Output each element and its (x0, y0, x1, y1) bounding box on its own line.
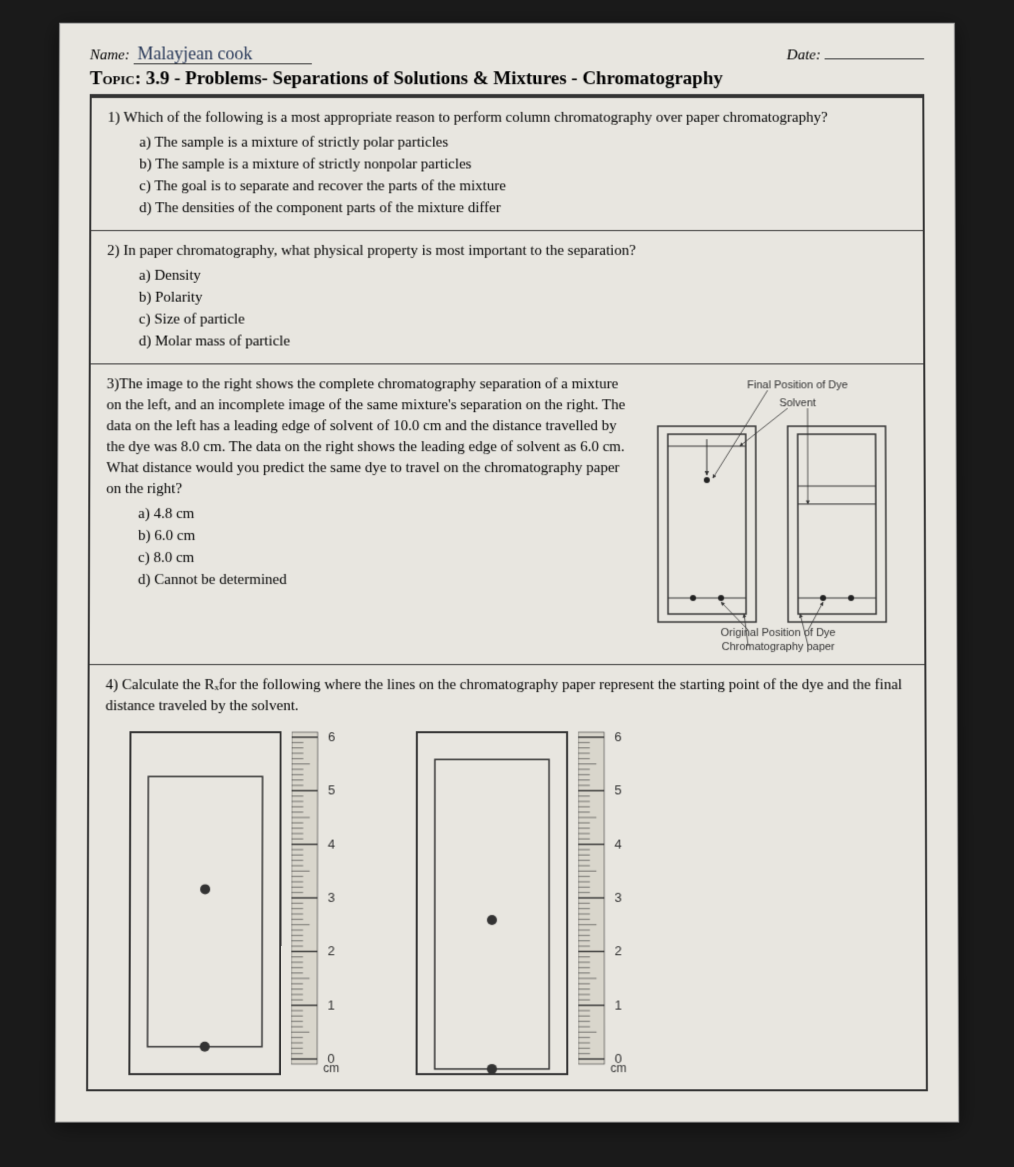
svg-text:2: 2 (328, 943, 335, 958)
q2-opt-b: b) Polarity (139, 288, 907, 309)
q4-right-ruler: 0123456cm (578, 727, 638, 1079)
svg-text:6: 6 (615, 729, 622, 744)
svg-text:5: 5 (615, 783, 622, 798)
topic-heading: Topic: 3.9 - Problems- Separations of So… (90, 68, 925, 96)
svg-text:4: 4 (328, 836, 335, 851)
q3-text: 3)The image to the right shows the compl… (106, 374, 634, 500)
q4-right-unit: 0123456cm (412, 727, 639, 1079)
topic-value: 3.9 - Problems- Separations of Solutions… (146, 68, 723, 89)
name-label: Name: (90, 47, 130, 63)
svg-text:Solvent: Solvent (779, 397, 816, 409)
topic-label: Topic: (90, 68, 141, 89)
svg-text:4: 4 (615, 836, 622, 851)
header: Name: Malayjean cook Date: (90, 44, 924, 65)
svg-text:5: 5 (328, 783, 335, 798)
svg-text:6: 6 (328, 729, 335, 744)
q1-opt-a: a) The sample is a mixture of strictly p… (139, 133, 906, 154)
date-label: Date: (787, 47, 821, 63)
q3-opt-b: b) 6.0 cm (138, 526, 634, 547)
q1-text: 1) Which of the following is a most appr… (108, 108, 907, 129)
q4-left-svg (124, 727, 285, 1079)
q4-diagrams: 0123456cm 0123456cm (104, 727, 910, 1079)
q3-diagram: Final Position of Dye Solvent Original Pos… (648, 374, 909, 654)
svg-text:1: 1 (328, 997, 335, 1012)
svg-text:cm: cm (323, 1061, 339, 1075)
questions-table: 1) Which of the following is a most appr… (86, 96, 928, 1091)
q2-opt-a: a) Density (139, 266, 907, 287)
svg-text:Final Position of Dye: Final Position of Dye (747, 379, 848, 391)
q1-cell: 1) Which of the following is a most appr… (90, 97, 924, 231)
q2-cell: 2) In paper chromatography, what physica… (90, 231, 924, 364)
q3-options: a) 4.8 cm b) 6.0 cm c) 8.0 cm d) Cannot … (106, 504, 634, 591)
q2-opt-c: c) Size of particle (139, 310, 907, 331)
svg-text:cm: cm (610, 1061, 626, 1075)
svg-text:Original Position of Dye: Original Position of Dye (721, 627, 836, 639)
q4-left-unit: 0123456cm (124, 727, 351, 1079)
q1-options: a) The sample is a mixture of strictly p… (107, 133, 907, 219)
name-field: Name: Malayjean cook (90, 44, 312, 65)
q2-options: a) Density b) Polarity c) Size of partic… (107, 266, 907, 353)
q3-opt-a: a) 4.8 cm (138, 504, 634, 525)
date-field: Date: (787, 47, 924, 64)
q3-svg: Final Position of Dye Solvent Original Pos… (648, 374, 909, 654)
name-value: Malayjean cook (133, 44, 312, 65)
q3-opt-d: d) Cannot be determined (138, 570, 634, 591)
date-blank (825, 58, 925, 59)
svg-text:3: 3 (615, 890, 622, 905)
q4-left-ruler: 0123456cm (291, 727, 352, 1079)
q2-opt-d: d) Molar mass of particle (139, 332, 908, 353)
worksheet-page: Name: Malayjean cook Date: Topic: 3.9 - … (55, 23, 959, 1123)
q1-opt-c: c) The goal is to separate and recover t… (139, 176, 906, 197)
svg-text:2: 2 (615, 943, 622, 958)
q4-cell: 4) Calculate the Rₓfor the following whe… (87, 665, 927, 1091)
q2-text: 2) In paper chromatography, what physica… (107, 241, 907, 262)
q3-cell: 3)The image to the right shows the compl… (89, 364, 926, 665)
q4-text: 4) Calculate the Rₓfor the following whe… (105, 675, 908, 717)
q4-right-svg (412, 727, 573, 1079)
q3-opt-c: c) 8.0 cm (138, 548, 634, 569)
svg-text:3: 3 (328, 890, 335, 905)
q1-opt-b: b) The sample is a mixture of strictly n… (139, 155, 906, 176)
q1-opt-d: d) The densities of the component parts … (139, 198, 907, 219)
svg-text:1: 1 (615, 997, 622, 1012)
svg-text:Chromatography paper: Chromatography paper (722, 641, 836, 653)
